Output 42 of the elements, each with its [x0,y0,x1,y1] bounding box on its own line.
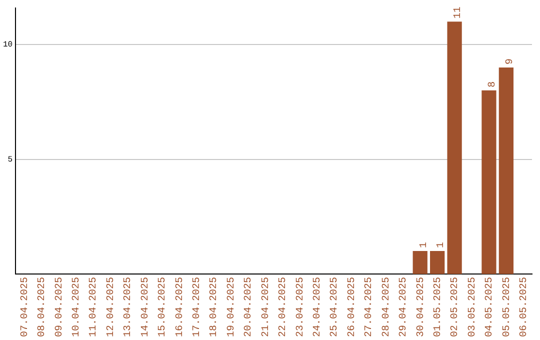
data-label: 1 [418,242,430,248]
bar [498,67,514,274]
bar [482,90,496,274]
x-tick-label: 15.04.2025 [158,276,169,338]
data-label: 11 [453,6,464,19]
x-tick-label: 22.04.2025 [278,276,290,338]
x-tick-label: 14.04.2025 [140,276,152,338]
bar [430,251,445,274]
x-tick-label: 28.04.2025 [381,276,392,338]
x-tick-label: 12.04.2025 [106,276,117,338]
x-tick-label: 10.04.2025 [71,276,82,338]
x-tick-label: 02.05.2025 [450,276,462,338]
x-tick-label: 13.04.2025 [123,276,134,338]
x-tick-label: 26.04.2025 [346,276,358,338]
x-tick-label: 19.04.2025 [226,276,238,338]
x-tick-label: 01.05.2025 [432,276,444,338]
x-tick-label: 11.04.2025 [88,276,100,338]
x-tick-label: 16.04.2025 [174,276,186,338]
x-tick-label: 03.05.2025 [467,276,478,338]
x-tick-label: 04.05.2025 [484,276,496,338]
x-tick-label: 21.04.2025 [260,276,272,338]
x-tick-label: 05.05.2025 [502,276,513,338]
x-tick-label: 24.04.2025 [312,276,324,338]
x-tick-label: 20.04.2025 [244,276,255,338]
x-tick-label: 07.04.2025 [20,276,31,338]
x-tick-label: 18.04.2025 [209,276,220,338]
x-tick-label: 27.04.2025 [364,276,376,338]
x-tick-label: 06.05.2025 [519,276,530,338]
data-label: 8 [488,81,499,88]
data-label: 1 [436,242,447,248]
bar [447,22,462,274]
bar [412,251,428,274]
x-tick-label: 08.04.2025 [37,276,48,338]
x-tick-label: 30.04.2025 [416,276,427,338]
x-tick-label: 17.04.2025 [192,276,203,338]
x-tick-label: 29.04.2025 [398,276,410,338]
x-tick-label: 25.04.2025 [330,276,341,338]
y-tick-label: 10 [2,40,13,50]
x-tick-label: 23.04.2025 [295,276,306,338]
x-tick-label: 09.04.2025 [54,276,66,338]
data-label: 9 [504,58,516,64]
y-tick-label: 5 [8,155,13,164]
